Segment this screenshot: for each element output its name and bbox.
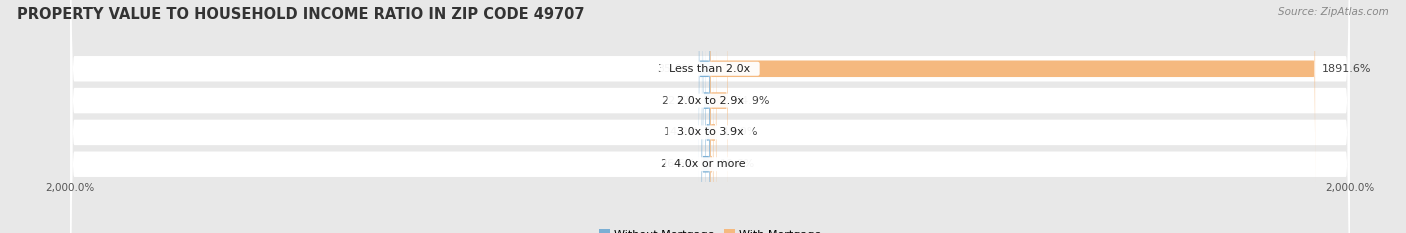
- Text: 35.0%: 35.0%: [657, 64, 692, 74]
- Text: 4.0x or more: 4.0x or more: [668, 159, 752, 169]
- Text: 10.6%: 10.6%: [720, 159, 755, 169]
- FancyBboxPatch shape: [710, 13, 717, 233]
- FancyBboxPatch shape: [703, 0, 710, 220]
- FancyBboxPatch shape: [70, 0, 1350, 233]
- FancyBboxPatch shape: [70, 0, 1350, 233]
- Text: 14.2%: 14.2%: [664, 127, 699, 137]
- Text: 3.0x to 3.9x: 3.0x to 3.9x: [669, 127, 751, 137]
- Text: 1891.6%: 1891.6%: [1322, 64, 1371, 74]
- FancyBboxPatch shape: [70, 0, 1350, 233]
- FancyBboxPatch shape: [710, 0, 1315, 188]
- Text: 54.9%: 54.9%: [734, 96, 769, 106]
- FancyBboxPatch shape: [710, 0, 727, 220]
- Text: 22.6%: 22.6%: [661, 96, 696, 106]
- Text: PROPERTY VALUE TO HOUSEHOLD INCOME RATIO IN ZIP CODE 49707: PROPERTY VALUE TO HOUSEHOLD INCOME RATIO…: [17, 7, 585, 22]
- FancyBboxPatch shape: [70, 0, 1350, 233]
- FancyBboxPatch shape: [706, 13, 710, 233]
- Text: Source: ZipAtlas.com: Source: ZipAtlas.com: [1278, 7, 1389, 17]
- Text: 19.9%: 19.9%: [723, 127, 758, 137]
- FancyBboxPatch shape: [702, 45, 710, 233]
- Text: Less than 2.0x: Less than 2.0x: [662, 64, 758, 74]
- FancyBboxPatch shape: [699, 0, 710, 188]
- Text: 2.0x to 2.9x: 2.0x to 2.9x: [669, 96, 751, 106]
- FancyBboxPatch shape: [710, 45, 713, 233]
- Text: 26.6%: 26.6%: [659, 159, 695, 169]
- Legend: Without Mortgage, With Mortgage: Without Mortgage, With Mortgage: [595, 225, 825, 233]
